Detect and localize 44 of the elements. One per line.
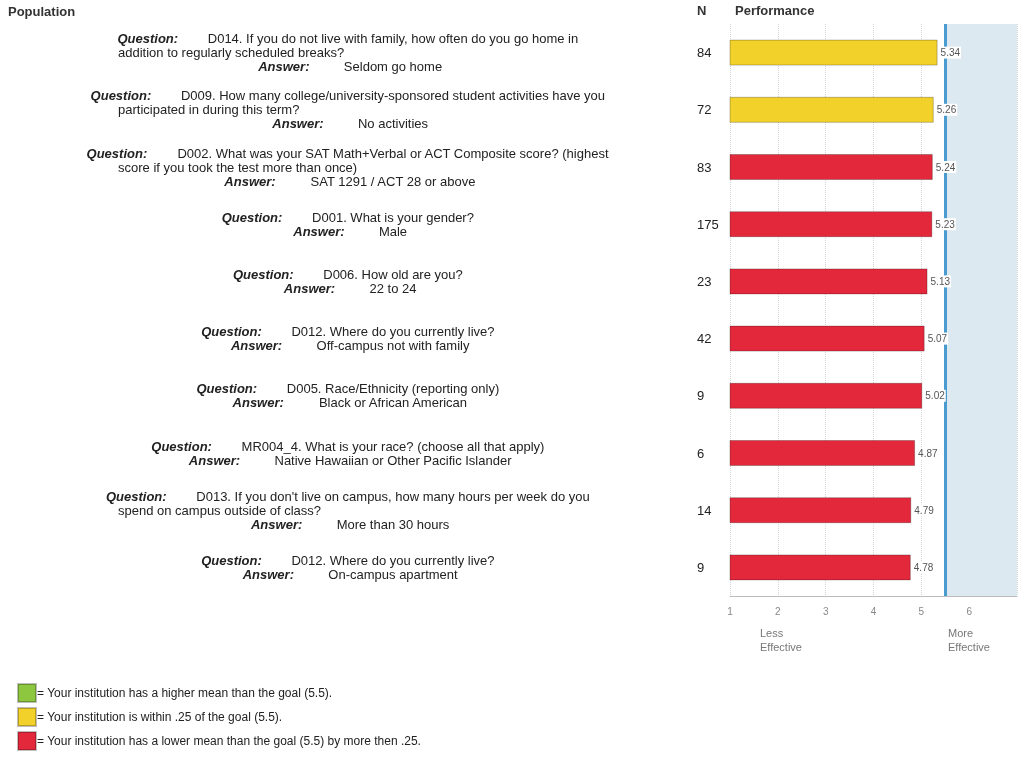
category-label: Question: D012. Where do you currently live? Answer: On-campus apartment: [201, 552, 495, 582]
text: More Effective: [948, 627, 990, 653]
text: Population: [8, 3, 76, 19]
data-label: 5.02: [925, 390, 946, 402]
y2-tick-label: 72: [697, 102, 712, 118]
y2-tick-label: 175: [697, 216, 719, 232]
category-label: Question: D006. How old are you? Answer: 22 to 24: [232, 266, 463, 296]
data-label: 4.79: [914, 504, 935, 516]
category-label: Question: D013. If you don't live on campus, how many hours per week do you spend on campus outside of class? Answer: More than 30 hours: [105, 488, 590, 532]
y2-tick-label: 83: [697, 159, 712, 175]
text: Less Effective: [760, 627, 802, 653]
data-label: 5.26: [936, 104, 957, 116]
data-label: 5.24: [935, 161, 956, 173]
legend-label: = Your institution is within .25 of the goal (5.5).: [37, 710, 283, 724]
x-tick-label: 4: [870, 605, 877, 617]
data-label: 5.07: [927, 333, 948, 345]
x-tick-label: 1: [727, 605, 734, 617]
data-label: 5.13: [930, 275, 951, 287]
x-tick-label: 2: [775, 605, 782, 617]
legend-label: = Your institution has a lower mean than the goal (5.5) by more then .25.: [37, 734, 421, 748]
data-label: 5.23: [935, 218, 956, 230]
legend-label: = Your institution has a higher mean than the goal (5.5).: [37, 686, 333, 700]
chart-title: Performance: [735, 3, 815, 18]
y2-axis-title: N: [697, 3, 707, 18]
y2-tick-label: 84: [697, 45, 712, 61]
category-label: Question: D012. Where do you currently live? Answer: Off-campus not with family: [201, 324, 495, 354]
y2-tick-label: 23: [697, 273, 712, 289]
y2-tick-label: 9: [697, 388, 705, 404]
x-tick-label: 3: [822, 605, 829, 617]
category-label: Question: D009. How many college/university-sponsored student activities have you participated in during this term? Answer: No activities: [90, 88, 606, 132]
x-tick-label: 5: [918, 605, 925, 617]
data-label: 4.78: [913, 561, 934, 573]
category-label: Question: D005. Race/Ethnicity (reporting only) Answer: Black or African American: [196, 381, 500, 411]
y2-tick-label: 14: [697, 502, 712, 518]
y2-tick-label: 6: [697, 445, 705, 461]
category-label: Question: D014. If you do not live with family, how often do you go home in addition to regularly scheduled breaks? Answer: Seldom go home: [117, 31, 579, 75]
data-label: 4.87: [918, 447, 939, 459]
x-tick-label: 6: [966, 605, 973, 617]
y2-tick-label: 42: [697, 331, 712, 347]
category-label: Question: MR004_4. What is your race? (choose all that apply) Answer: Native Hawaiian or Other Pacific Islander: [151, 438, 545, 468]
category-label: Question: D002. What was your SAT Math+Verbal or ACT Composite score? (highest score if you took the test more than once) Answer: SAT 1291 / ACT 28 or above: [86, 145, 609, 189]
data-label: 5.34: [940, 47, 961, 59]
category-label: Question: D001. What is your gender? Answer: Male: [221, 209, 474, 239]
y2-tick-label: 9: [697, 559, 705, 575]
